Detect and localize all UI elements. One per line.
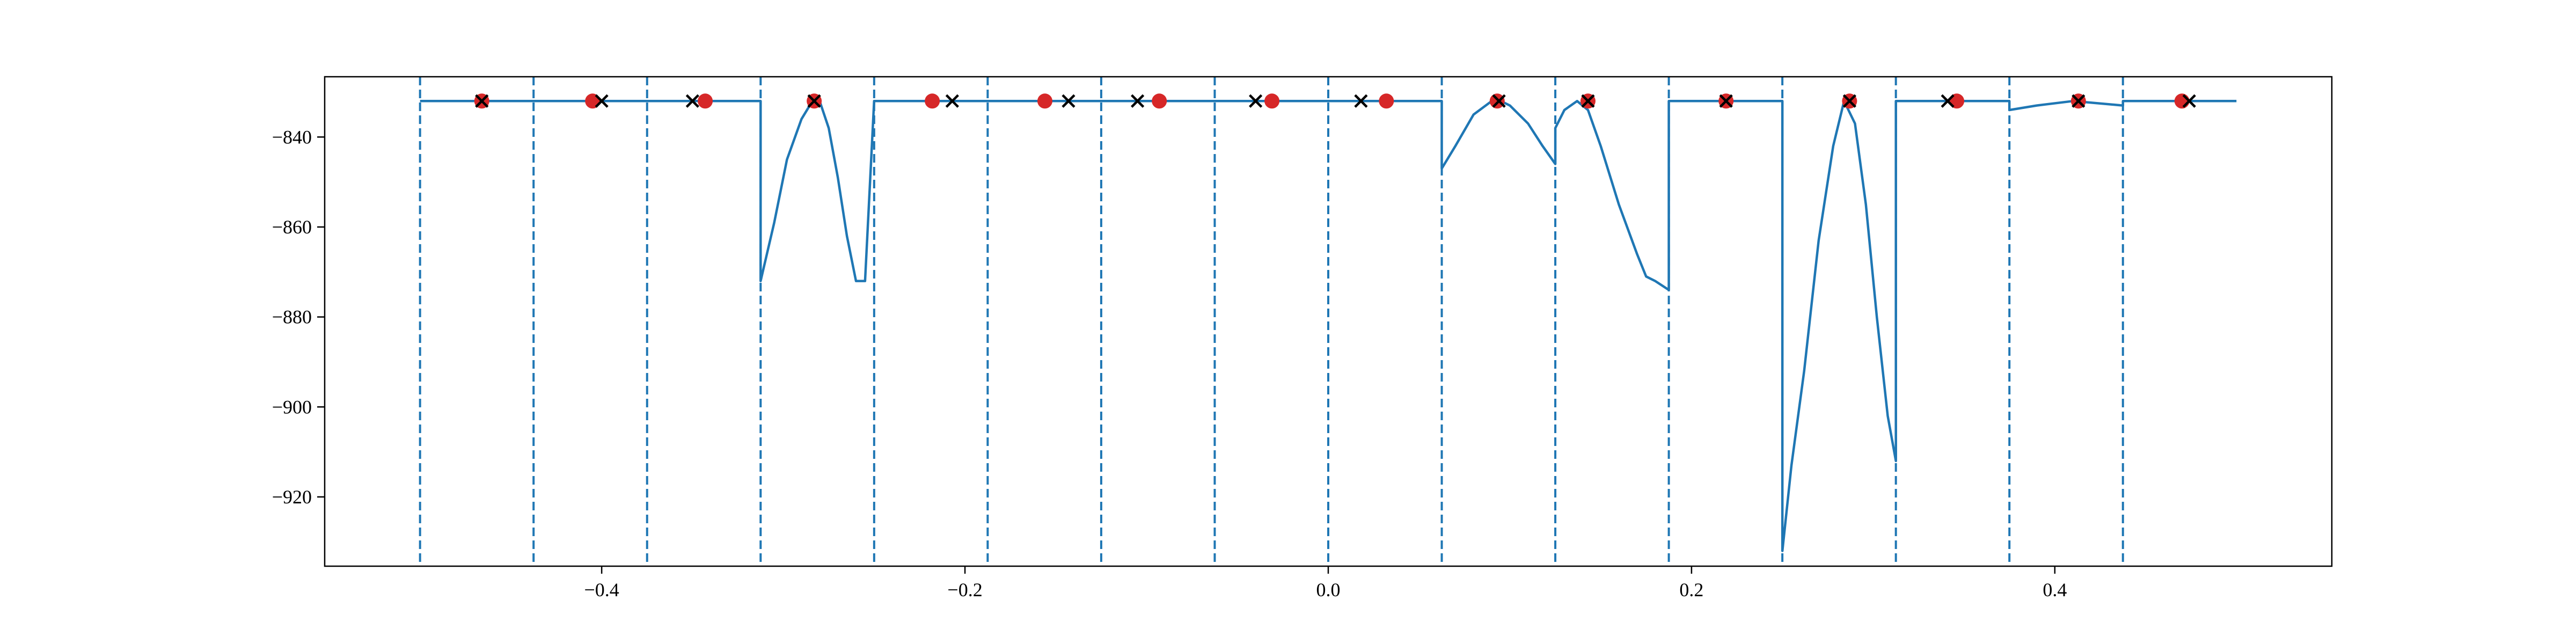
dot-marker-15 (2174, 93, 2190, 109)
cross-marker-0 (475, 94, 489, 108)
cross-marker-12 (1842, 94, 1856, 108)
y-tick-label-0: −920 (272, 486, 312, 508)
y-tick-label-4: −840 (272, 126, 312, 148)
x-tick-label-4: 0.4 (2043, 579, 2067, 601)
cross-marker-2 (685, 94, 699, 108)
cross-marker-4 (945, 94, 959, 108)
x-tick-label-3: 0.2 (1679, 579, 1703, 601)
cross-marker-11 (1719, 94, 1733, 108)
cross-marker-14 (2072, 94, 2085, 108)
dot-marker-5 (1037, 93, 1052, 109)
cross-marker-3 (807, 94, 821, 108)
dot-marker-8 (1379, 93, 1394, 109)
y-tick-label-3: −860 (272, 216, 312, 238)
cross-marker-1 (595, 94, 609, 108)
cross-marker-9 (1492, 94, 1506, 108)
cross-marker-7 (1249, 94, 1263, 108)
y-tick-label-1: −900 (272, 396, 312, 418)
y-axis: −920 −900 −880 −860 −840 (272, 126, 325, 508)
y-tick-label-2: −880 (272, 306, 312, 328)
cross-markers (475, 94, 2196, 108)
cross-marker-6 (1131, 94, 1145, 108)
plot-area (419, 77, 2237, 566)
cross-marker-5 (1062, 94, 1075, 108)
cross-marker-8 (1354, 94, 1368, 108)
x-tick-label-1: −0.2 (947, 579, 982, 601)
series-line-0 (420, 100, 2237, 552)
x-axis: −0.4 −0.2 0.0 0.2 0.4 (584, 566, 2067, 601)
x-tick-label-2: 0.0 (1316, 579, 1341, 601)
dot-marker-4 (925, 93, 940, 109)
cross-marker-10 (1581, 94, 1595, 108)
dot-marker-7 (1264, 93, 1280, 109)
cross-marker-15 (2182, 94, 2196, 108)
dot-marker-2 (698, 93, 713, 109)
x-tick-label-0: −0.4 (584, 579, 619, 601)
cross-marker-13 (1941, 94, 1955, 108)
dot-marker-9 (1489, 93, 1505, 109)
dot-marker-6 (1152, 93, 1167, 109)
series-lines (420, 100, 2237, 552)
